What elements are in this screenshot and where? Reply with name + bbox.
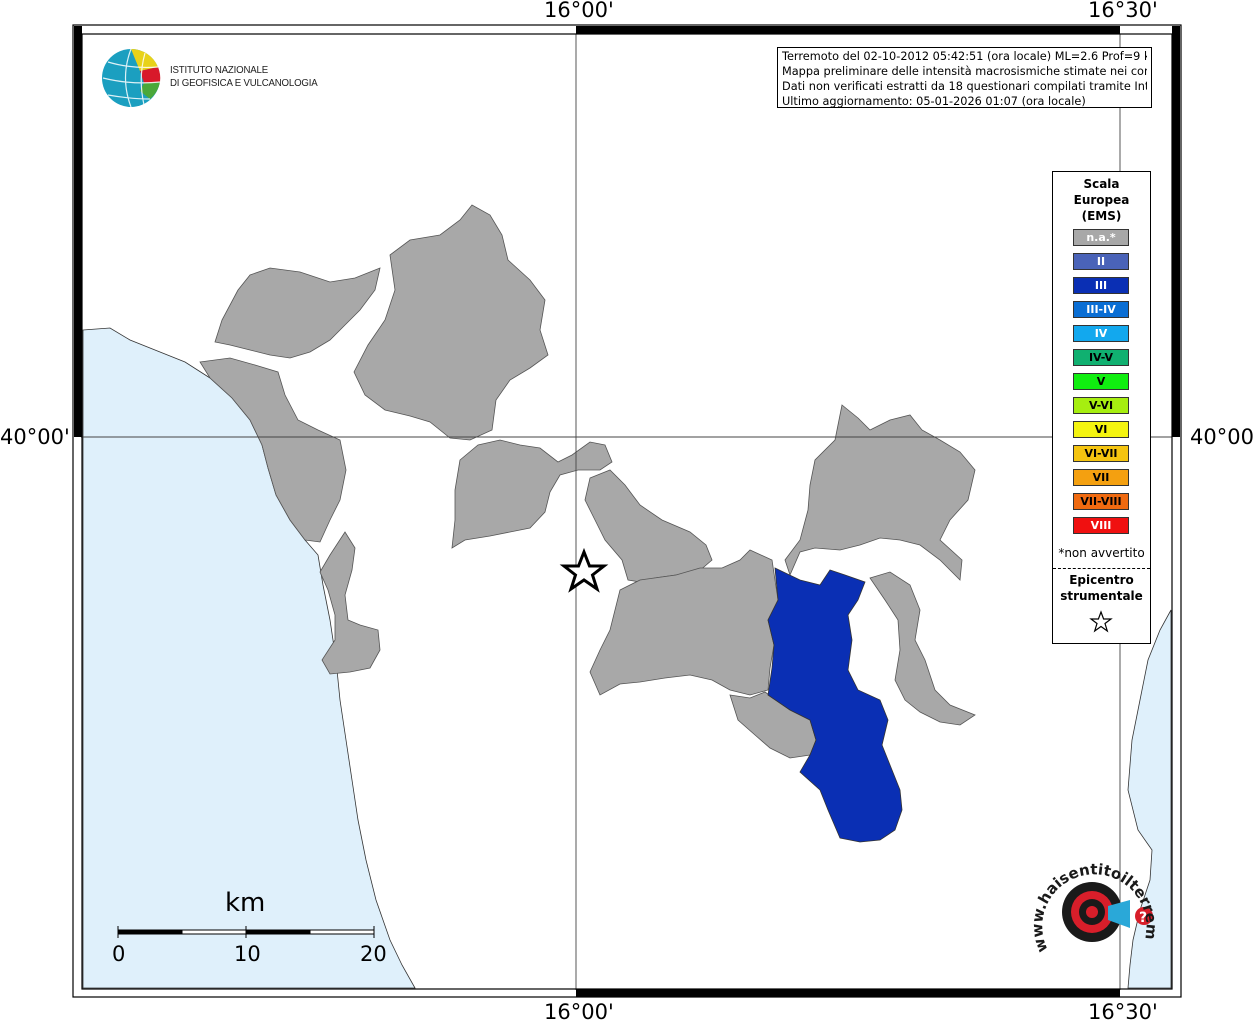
legend-item-vi: VI <box>1073 421 1129 438</box>
municipality-na-7 <box>589 549 779 696</box>
legend-title: Scala Europea (EMS) <box>1053 176 1150 224</box>
legend-note: *non avvertito <box>1058 546 1145 560</box>
legend-item-iv-v: IV-V <box>1073 349 1129 366</box>
legend-item-v-vi: V-VI <box>1073 397 1129 414</box>
legend-title-line2: Europea <box>1073 193 1130 207</box>
municipality-na-3 <box>199 357 347 543</box>
municipality-na-2 <box>353 204 549 441</box>
latitude-label-right: 40°00' <box>1190 425 1254 449</box>
sea-area-west <box>82 327 416 989</box>
legend-item-vi-vii: VI-VII <box>1073 445 1129 462</box>
legend-item-ii: II <box>1073 253 1129 270</box>
municipality-na-4 <box>451 439 613 549</box>
earthquake-info-box: Terremoto del 02-10-2012 05:42:51 (ora l… <box>777 47 1152 108</box>
scale-unit-label: km <box>225 888 266 918</box>
sea-area-east <box>1127 609 1172 989</box>
info-line-map-description: Mappa preliminare delle intensità macros… <box>782 65 1147 78</box>
legend-separator <box>1053 568 1150 569</box>
municipalities-not-available <box>199 204 976 759</box>
info-line-data-source: Dati non verificati estratti da 18 quest… <box>782 80 1147 93</box>
legend-item-iii: III <box>1073 277 1129 294</box>
latitude-label-left: 40°00' <box>0 425 70 449</box>
longitude-label-bottom-right: 16°30' <box>1088 1000 1158 1024</box>
ingv-logo-text: ISTITUTO NAZIONALE DI GEOFISICA E VULCAN… <box>170 64 318 90</box>
municipality-na-9 <box>784 404 976 581</box>
legend-star-icon <box>1089 610 1113 633</box>
legend-item-vii: VII <box>1073 469 1129 486</box>
legend-item-vii-viii: VII-VIII <box>1073 493 1129 510</box>
longitude-label-top-left: 16°00' <box>544 0 614 22</box>
intensity-legend: Scala Europea (EMS) n.a.* II III III-IV IV IV… <box>1052 171 1151 644</box>
ingv-logo-line2: DI GEOFISICA E VULCANOLOGIA <box>170 77 318 89</box>
legend-item-viii: VIII <box>1073 517 1129 534</box>
scale-label-10: 10 <box>234 942 261 966</box>
longitude-label-top-right: 16°30' <box>1088 0 1158 22</box>
municipality-na-5 <box>319 531 381 675</box>
legend-epicenter-line1: Epicentro <box>1069 573 1134 587</box>
legend-item-n-a: n.a.* <box>1073 229 1129 246</box>
epicenter-star-icon <box>559 547 609 593</box>
legend-epicenter-line2: strumentale <box>1060 589 1143 603</box>
ingv-logo-line1: ISTITUTO NAZIONALE <box>170 64 268 76</box>
scale-bar <box>117 926 375 938</box>
legend-item-v: V <box>1073 373 1129 390</box>
legend-title-line1: Scala <box>1083 177 1120 191</box>
municipality-na-10 <box>869 571 976 726</box>
scale-label-20: 20 <box>360 942 387 966</box>
legend-epicenter-label: Epicentro strumentale <box>1053 572 1150 604</box>
info-line-event: Terremoto del 02-10-2012 05:42:51 (ora l… <box>782 50 1147 63</box>
ingv-logo-icon <box>102 48 161 108</box>
municipality-intensity-iii <box>767 567 903 843</box>
haisentitoilterremoto-logo-icon: ? www.haisentitoilterremoto.it <box>1030 862 1161 955</box>
legend-item-iii-iv: III-IV <box>1073 301 1129 318</box>
svg-text:?: ? <box>1139 910 1147 926</box>
info-line-last-update: Ultimo aggiornamento: 05-01-2026 01:07 (… <box>782 95 1086 108</box>
legend-item-iv: IV <box>1073 325 1129 342</box>
frame-border-ticks <box>74 26 1180 997</box>
municipality-na-1 <box>214 267 381 359</box>
longitude-label-bottom-left: 16°00' <box>544 1000 614 1024</box>
scale-label-0: 0 <box>112 942 126 966</box>
legend-title-line3: (EMS) <box>1081 209 1122 223</box>
